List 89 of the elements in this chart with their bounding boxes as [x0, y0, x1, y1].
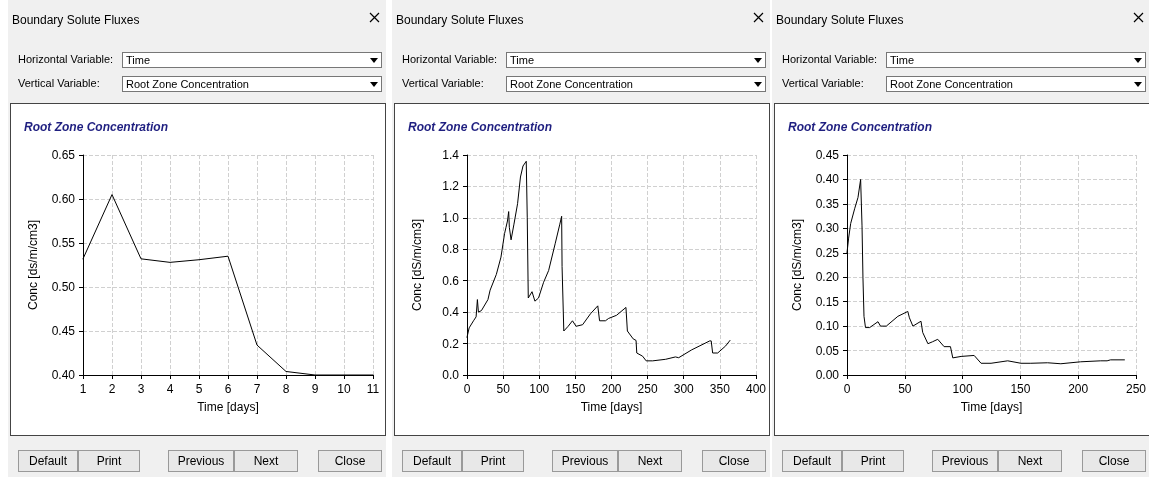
- y-tick-label: 0.55: [51, 236, 76, 250]
- text: Boundary Solute Fluxes: [12, 13, 140, 27]
- text: Time: [510, 54, 535, 66]
- text: Root Zone Concentration: [126, 78, 249, 90]
- x-tick-label: 2: [108, 382, 116, 396]
- y-tick-label: 0.50: [51, 280, 76, 294]
- y-tick-label: 0.40: [51, 368, 76, 382]
- y-tick-label: 0.4: [442, 305, 460, 320]
- text: Vertical Variable:: [402, 77, 484, 89]
- text: Vertical Variable:: [782, 77, 864, 89]
- text: Next: [618, 450, 682, 472]
- x-tick-label: 200: [1068, 382, 1089, 396]
- chart-title: Root Zone Concentration: [408, 120, 552, 134]
- y-axis-title: Conc [dS/m/cm3]: [410, 218, 424, 312]
- text: Default: [18, 450, 78, 472]
- x-tick-label: 10: [337, 382, 351, 396]
- y-tick-label: 0.2: [442, 336, 460, 351]
- y-tick-label: 0.20: [815, 270, 840, 285]
- y-tick-label: 0.60: [51, 192, 76, 206]
- y-tick-label: 0.00: [815, 368, 840, 382]
- text: Previous: [168, 450, 234, 472]
- y-tick-label: 0.30: [815, 221, 840, 236]
- x-tick-label: 1: [79, 382, 87, 396]
- y-tick-label: 0.0: [442, 368, 460, 382]
- x-tick-label: 50: [898, 382, 912, 396]
- text: Previous: [552, 450, 618, 472]
- text: Next: [234, 450, 298, 472]
- x-tick-label: 300: [673, 382, 695, 396]
- x-tick-label: 9: [311, 382, 319, 396]
- y-tick-label: 0.40: [815, 172, 840, 187]
- x-axis-title: Time [days]: [580, 400, 643, 414]
- x-tick-label: 150: [565, 382, 586, 396]
- y-tick-label: 0.45: [815, 148, 840, 162]
- text: Time: [890, 54, 915, 66]
- y-tick-label: 0.05: [815, 343, 840, 358]
- text: Print: [462, 450, 524, 472]
- text: Boundary Solute Fluxes: [396, 13, 524, 27]
- x-tick-label: 6: [224, 382, 232, 396]
- x-tick-label: 250: [637, 382, 658, 396]
- text: Root Zone Concentration: [890, 78, 1013, 90]
- y-tick-label: 0.15: [815, 294, 840, 309]
- chart-title: Root Zone Concentration: [24, 120, 168, 134]
- chart-title: Root Zone Concentration: [788, 120, 932, 134]
- text: Boundary Solute Fluxes: [776, 13, 904, 27]
- text: Time: [126, 54, 151, 66]
- x-tick-label: 400: [745, 382, 767, 396]
- y-tick-label: 0.8: [442, 242, 460, 257]
- y-axis-title: Conc [ds/m/cm3]: [26, 219, 40, 311]
- text: Close: [318, 450, 382, 472]
- x-tick-label: 8: [282, 382, 290, 396]
- text: Horizontal Variable:: [782, 53, 878, 65]
- x-tick-label: 100: [529, 382, 550, 396]
- x-tick-label: 50: [496, 382, 511, 396]
- x-tick-label: 11: [366, 382, 380, 396]
- text: Previous: [932, 450, 998, 472]
- y-tick-label: 1.4: [442, 148, 460, 162]
- text: Horizontal Variable:: [18, 53, 114, 65]
- text: Horizontal Variable:: [402, 53, 498, 65]
- y-tick-label: 0.10: [815, 319, 840, 334]
- x-tick-label: 7: [253, 382, 261, 396]
- text: Print: [842, 450, 904, 472]
- x-tick-label: 3: [137, 382, 145, 396]
- x-tick-label: 150: [1010, 382, 1031, 396]
- text: Default: [402, 450, 462, 472]
- text: Next: [998, 450, 1062, 472]
- x-tick-label: 4: [166, 382, 174, 396]
- x-tick-label: 250: [1125, 382, 1147, 396]
- y-axis-title: Conc [dS/m/cm3]: [790, 218, 804, 312]
- x-tick-label: 0: [463, 382, 471, 396]
- x-tick-label: 350: [709, 382, 731, 396]
- y-tick-label: 0.45: [51, 324, 76, 338]
- text: Close: [702, 450, 766, 472]
- text: Default: [782, 450, 842, 472]
- x-tick-label: 100: [952, 382, 973, 396]
- x-tick-label: 0: [843, 382, 851, 396]
- text: Root Zone Concentration: [510, 78, 633, 90]
- x-tick-label: 5: [195, 382, 203, 396]
- y-tick-label: 0.6: [442, 273, 460, 288]
- y-tick-label: 1.2: [442, 179, 460, 194]
- y-tick-label: 0.35: [815, 196, 840, 211]
- x-axis-title: Time [days]: [960, 400, 1023, 414]
- y-tick-label: 0.65: [51, 148, 76, 162]
- x-axis-title: Time [days]: [197, 400, 259, 414]
- y-tick-label: 0.25: [815, 245, 840, 260]
- y-tick-label: 1.0: [442, 210, 460, 225]
- text: Vertical Variable:: [18, 77, 100, 89]
- text: Print: [78, 450, 140, 472]
- text: Close: [1082, 450, 1146, 472]
- x-tick-label: 200: [601, 382, 622, 396]
